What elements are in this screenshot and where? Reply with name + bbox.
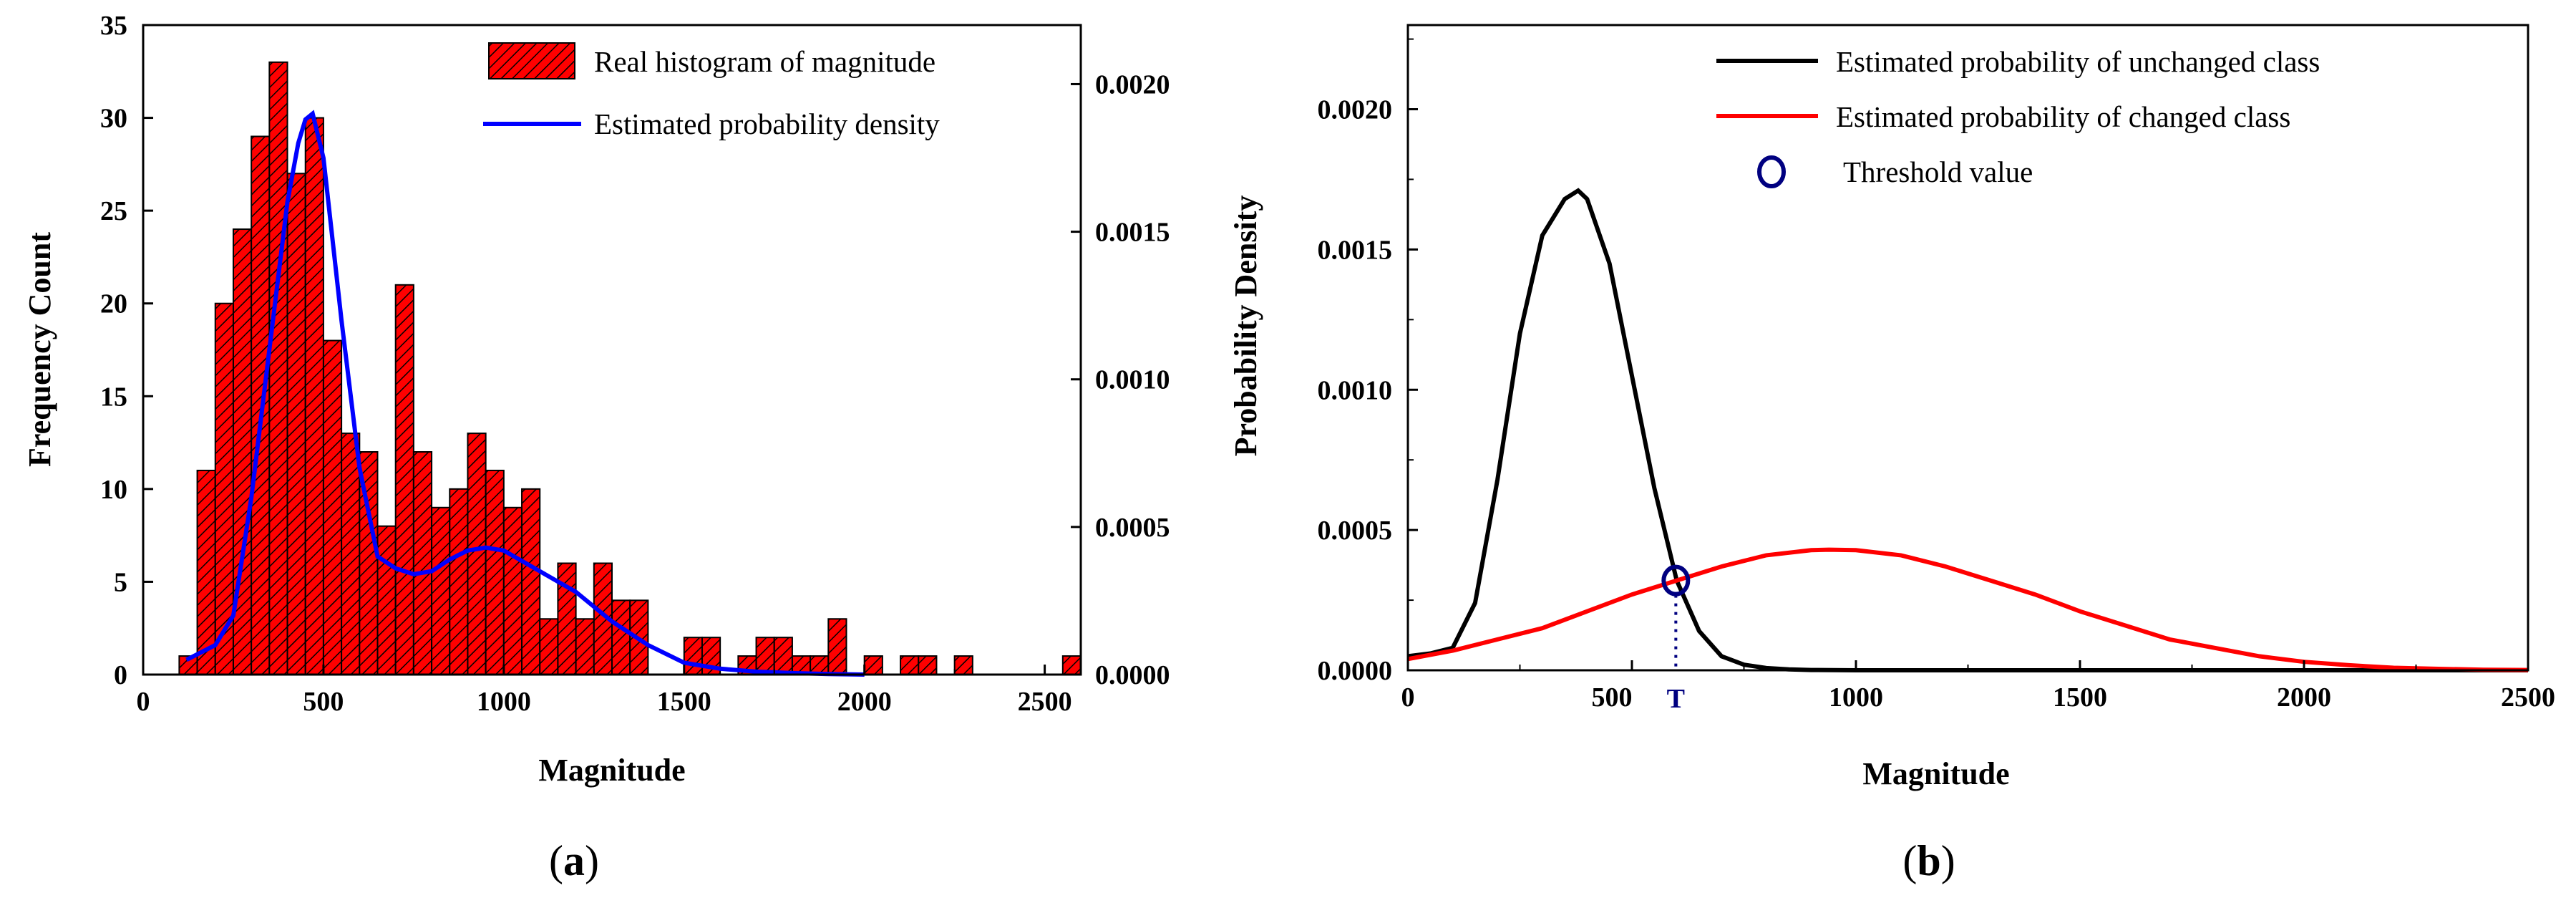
y2-tick-label: 0.0015 xyxy=(1095,218,1170,248)
legend-swatch-threshold xyxy=(1757,155,1786,188)
histogram-bar xyxy=(322,339,343,675)
panel-b-probabilities: 0 500 1000 1500 2000 2500 0.00000.00050.00100… xyxy=(1228,24,2555,884)
legend: Real histogram of magnitude Estimated pr… xyxy=(483,42,940,140)
y-tick-label: 0 xyxy=(114,660,127,690)
histogram-bar xyxy=(755,637,775,676)
legend-swatch-histogram xyxy=(488,42,575,79)
x-axis-ticks: 0 500 1000 1500 2000 2500 xyxy=(137,665,1072,717)
histogram-bar xyxy=(827,618,847,675)
histogram-bar xyxy=(341,433,361,675)
y2-axis-ticks: 0.0000 0.0005 0.0010 0.0015 0.0020 xyxy=(1071,69,1170,690)
histogram-bar xyxy=(1061,655,1082,675)
caption-a: (a) xyxy=(549,837,599,884)
legend-label-changed: Estimated probability of changed class xyxy=(1836,100,2290,133)
y2-tick-label: 0.0020 xyxy=(1095,69,1170,100)
threshold-marker xyxy=(1661,564,1691,597)
y-tick-label: 10 xyxy=(100,475,127,505)
x-axis-title: Magnitude xyxy=(1862,756,2009,791)
y-tick-label: 35 xyxy=(100,11,127,41)
histogram-bar xyxy=(196,469,216,675)
y-tick-label: 0.0000 xyxy=(1318,656,1393,686)
x-tick-label: 1000 xyxy=(477,687,531,717)
x-tick-label: 1500 xyxy=(657,687,711,717)
legend-label-histogram: Real histogram of magnitude xyxy=(594,45,935,78)
x-tick-label: 2500 xyxy=(1018,687,1072,717)
histogram-bar xyxy=(394,284,414,675)
legend-label-threshold: Threshold value xyxy=(1843,155,2033,188)
y-axis-title: Probability Density xyxy=(1228,195,1263,457)
x-tick-label: 2500 xyxy=(2501,682,2555,713)
histogram-bar xyxy=(521,488,541,675)
plot-frame xyxy=(142,24,1082,676)
x-tick-label: 2000 xyxy=(837,687,892,717)
histogram-bar xyxy=(900,655,920,675)
x-tick-label: 1000 xyxy=(1829,682,1883,713)
y-tick-label: 15 xyxy=(100,382,127,412)
y-tick-label: 0.0015 xyxy=(1318,235,1393,265)
x-axis-ticks: 0 500 1000 1500 2000 2500 xyxy=(1401,660,2555,713)
y-tick-label: 25 xyxy=(100,196,127,226)
y-tick-label: 30 xyxy=(100,104,127,134)
histogram-bar xyxy=(539,618,559,675)
histogram-bar xyxy=(431,506,451,675)
histogram-bar xyxy=(953,655,973,675)
x-tick-label: 500 xyxy=(1592,682,1633,713)
y-tick-label: 0.0005 xyxy=(1318,516,1393,546)
histogram-bar xyxy=(502,506,523,675)
legend: Estimated probability of unchanged class… xyxy=(1716,45,2320,188)
changed-class-curve xyxy=(1407,547,2529,672)
x-tick-label: 0 xyxy=(1401,682,1415,713)
histogram-bar xyxy=(412,451,433,675)
histogram-bars xyxy=(178,61,1082,676)
y-tick-label: 5 xyxy=(114,567,127,597)
histogram-bar xyxy=(575,618,595,675)
histogram-bar xyxy=(863,655,883,675)
unchanged-class-curve xyxy=(1407,188,2528,672)
y2-tick-label: 0.0010 xyxy=(1095,365,1170,395)
y2-tick-label: 0.0005 xyxy=(1095,513,1170,543)
y-tick-label: 20 xyxy=(100,289,127,319)
histogram-bar xyxy=(268,61,288,676)
histogram-bar xyxy=(485,469,505,675)
histogram-bar xyxy=(304,117,324,676)
histogram-bar xyxy=(611,599,631,675)
x-tick-label: 2000 xyxy=(2277,682,2331,713)
density-curve xyxy=(185,110,865,677)
histogram-bar xyxy=(773,637,793,676)
histogram-bar xyxy=(251,135,271,675)
y-axis-ticks: 0.0000 0.0005 0.0010 0.0015 0.0020 xyxy=(1318,38,1418,686)
y-tick-label: 0.0020 xyxy=(1318,95,1393,125)
caption-b: (b) xyxy=(1902,837,1955,884)
histogram-bar xyxy=(286,173,306,676)
threshold-label: T xyxy=(1667,684,1685,714)
x-axis-title: Magnitude xyxy=(538,753,685,788)
panel-a-histogram: 0 500 1000 1500 2000 2500 0 5 10 15 20 25 30 35 0.00… xyxy=(22,11,1170,884)
histogram-bar xyxy=(683,637,703,676)
histogram-bar xyxy=(376,525,397,676)
y-tick-label: 0.0010 xyxy=(1318,375,1393,405)
histogram-bar xyxy=(557,562,577,675)
x-tick-label: 1500 xyxy=(2053,682,2107,713)
legend-label-density: Estimated probability density xyxy=(594,107,940,140)
histogram-bar xyxy=(449,488,469,675)
x-tick-label: 500 xyxy=(303,687,344,717)
histogram-bar xyxy=(918,655,938,675)
histogram-bar xyxy=(467,433,487,675)
y-axis-title: Frequency Count xyxy=(22,232,57,467)
y-axis-ticks: 0 5 10 15 20 25 30 35 xyxy=(100,11,153,690)
x-tick-label: 0 xyxy=(137,687,150,717)
y2-tick-label: 0.0000 xyxy=(1095,660,1170,690)
legend-label-unchanged: Estimated probability of unchanged class xyxy=(1836,45,2320,78)
